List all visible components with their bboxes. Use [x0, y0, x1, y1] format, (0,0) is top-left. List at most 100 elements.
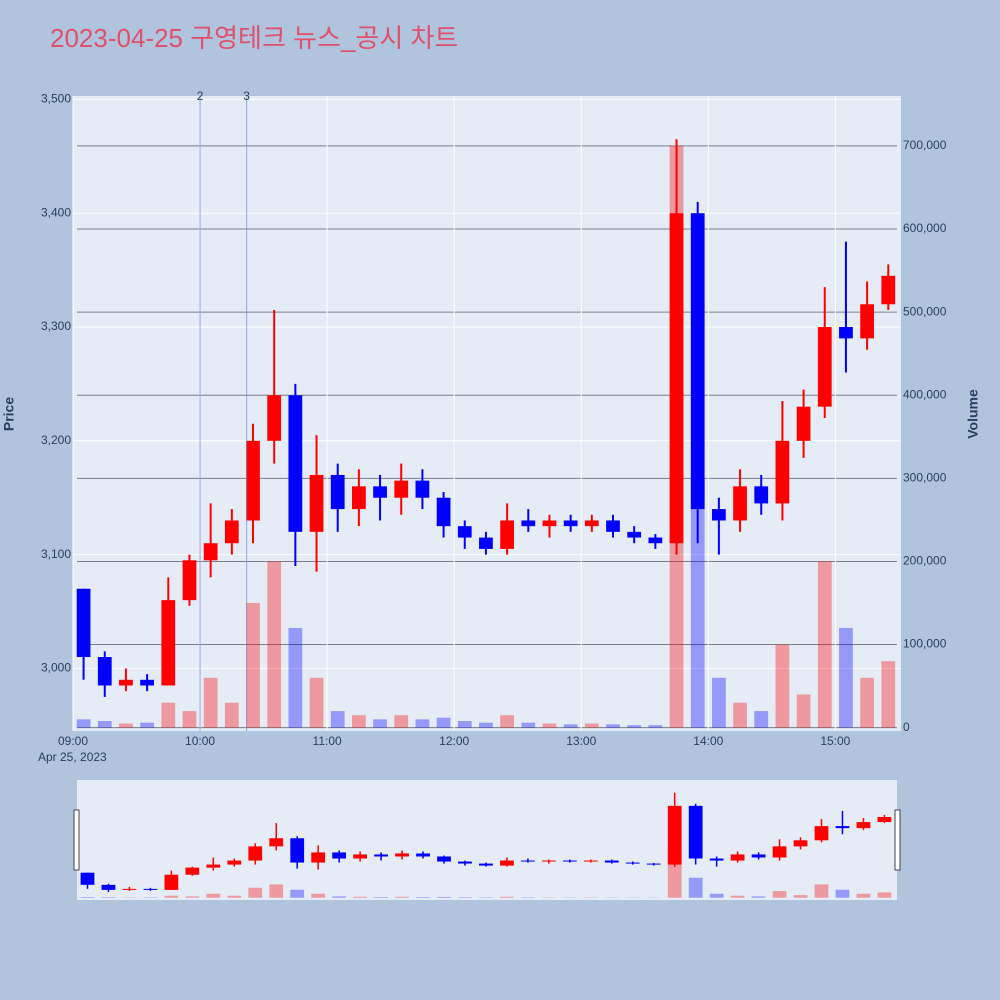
volume-bar	[733, 702, 747, 728]
candle-body	[330, 474, 345, 510]
slider-volume-bar	[248, 887, 263, 898]
y-tick-label: 3,400	[41, 205, 71, 219]
slider-candle-body	[709, 858, 724, 861]
x-date-label: Apr 25, 2023	[38, 750, 107, 764]
slider-candle-body	[583, 860, 598, 862]
candle-body	[415, 480, 430, 498]
candle-body	[500, 520, 514, 549]
candle-body	[352, 486, 366, 510]
candle-body	[690, 213, 705, 510]
range-slider[interactable]	[77, 780, 897, 900]
x-tick-label: 12:00	[439, 734, 469, 748]
slider-volume-bar	[269, 884, 284, 898]
slider-candle-body	[793, 840, 808, 847]
slider-volume-bar	[688, 877, 703, 898]
y2-tick-label: 700,000	[903, 138, 947, 152]
slider-candle-body	[227, 860, 242, 865]
candle-body	[246, 440, 260, 521]
volume-bar	[542, 723, 557, 728]
annotation-label: 2	[197, 89, 204, 103]
candle-body	[606, 520, 620, 532]
volume-bar	[330, 711, 345, 728]
slider-volume-bar	[80, 897, 95, 898]
candle-body	[436, 497, 451, 527]
volume-bar	[839, 627, 853, 728]
slider-volume-bar	[395, 896, 409, 898]
slider-candle-body	[772, 846, 787, 858]
x-tick-label: 10:00	[185, 734, 215, 748]
slider-volume-bar	[416, 897, 430, 898]
volume-bar	[712, 677, 726, 728]
slider-candle-body	[521, 860, 535, 862]
slider-candle-body	[206, 864, 221, 868]
slider-candle-body	[248, 846, 263, 861]
slider-volume-bar	[709, 893, 724, 898]
slider-volume-bar	[793, 895, 808, 898]
y2-tick-label: 500,000	[903, 304, 947, 318]
candle-body	[839, 327, 853, 339]
x-tick-label: 13:00	[566, 734, 596, 748]
y2-tick-label: 100,000	[903, 637, 947, 651]
slider-candle-body	[688, 805, 703, 859]
candle-body	[521, 520, 536, 527]
slider-volume-bar	[353, 896, 368, 898]
volume-bar	[119, 723, 133, 728]
slider-candle-body	[458, 861, 472, 864]
volume-bar	[479, 722, 493, 728]
volume-bar	[76, 719, 91, 728]
x-tick-label: 15:00	[820, 734, 850, 748]
slider-candle-body	[395, 853, 409, 857]
slider-candle-body	[500, 860, 514, 866]
candle-body	[627, 531, 642, 538]
slider-volume-bar	[772, 891, 787, 898]
volume-bar	[161, 702, 176, 728]
slider-candle-body	[164, 874, 179, 890]
slider-volume-bar	[101, 897, 116, 898]
volume-bar	[584, 723, 599, 728]
candle-body	[563, 520, 578, 527]
slider-candle-body	[646, 863, 661, 865]
y-tick-label: 3,200	[41, 433, 71, 447]
candle-body	[733, 486, 747, 521]
slider-handle[interactable]	[894, 809, 901, 871]
slider-candle-body	[856, 822, 871, 829]
slider-volume-bar	[185, 896, 200, 898]
candle-body	[584, 520, 599, 527]
slider-candle-body	[604, 860, 619, 863]
slider-candle-body	[625, 862, 640, 864]
volume-bar	[436, 717, 451, 728]
volume-bar	[140, 722, 154, 728]
slider-candle-body	[353, 854, 368, 859]
volume-bar	[521, 722, 536, 728]
volume-bar	[860, 677, 874, 728]
slider-volume-bar	[458, 897, 472, 898]
candle-body	[182, 560, 197, 601]
volume-bar	[500, 715, 514, 728]
slider-candle-body	[80, 872, 95, 885]
y-tick-label: 3,500	[41, 92, 71, 106]
volume-bar	[309, 677, 324, 728]
y-axis-title: Price	[1, 397, 17, 431]
volume-bar	[606, 724, 620, 728]
slider-candle-body	[101, 884, 116, 890]
slider-candle-body	[730, 854, 745, 861]
slider-candle-body	[122, 888, 137, 890]
candle-body	[97, 657, 112, 686]
slider-candle-body	[835, 826, 850, 829]
slider-candle-body	[479, 863, 493, 866]
slider-candle-body	[185, 867, 200, 875]
x-tick-label: 09:00	[58, 734, 88, 748]
slider-volume-bar	[290, 889, 305, 898]
slider-volume-bar	[730, 895, 745, 898]
volume-bar	[288, 627, 303, 728]
candle-body	[119, 679, 133, 686]
candle-body	[394, 480, 409, 498]
candle-body	[881, 275, 896, 305]
volume-bar	[648, 725, 663, 728]
slider-handle[interactable]	[73, 809, 80, 871]
slider-candle-body	[541, 860, 556, 862]
volume-bar	[97, 721, 112, 728]
slider-candle-body	[814, 826, 829, 841]
slider-volume-bar	[374, 897, 388, 898]
volume-bar	[881, 661, 896, 728]
